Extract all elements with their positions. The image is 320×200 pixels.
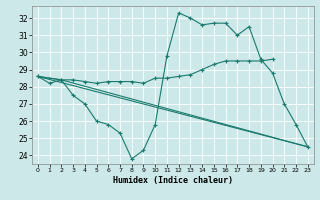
X-axis label: Humidex (Indice chaleur): Humidex (Indice chaleur) xyxy=(113,176,233,185)
